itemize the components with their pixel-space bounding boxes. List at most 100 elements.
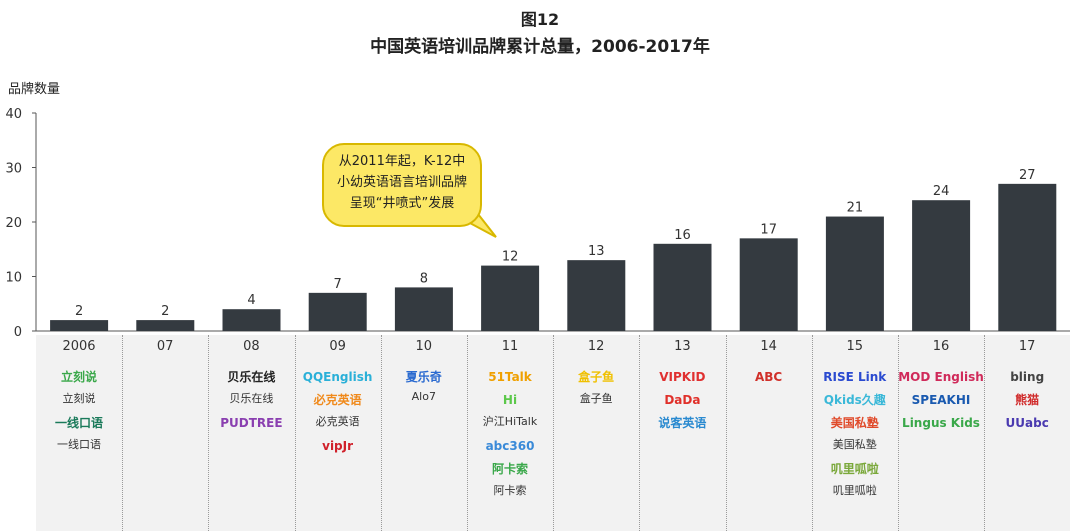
- bar: [739, 238, 798, 331]
- y-tick-label: 0: [14, 325, 22, 340]
- data-label: 2: [161, 304, 169, 319]
- brand-logo: 阿卡索: [491, 462, 528, 476]
- column-separator: [208, 335, 210, 531]
- brand-name: 阿卡索: [493, 484, 527, 497]
- brand-logo: Lingus Kids: [902, 416, 980, 430]
- data-label: 7: [334, 277, 342, 292]
- annotation-line-3: 呈现“井喷式”发展: [349, 196, 455, 211]
- bar: [653, 243, 712, 331]
- brand-logo: 贝乐在线: [227, 370, 276, 384]
- brand-logo: 一线口语: [54, 416, 103, 430]
- x-tick-label: 2006: [62, 339, 96, 354]
- x-tick-label: 11: [501, 339, 519, 354]
- brand-logo: 熊猫: [1015, 393, 1040, 407]
- bar: [912, 200, 971, 331]
- brand-logo: bling: [1010, 370, 1045, 384]
- brand-logo: RISE Link: [823, 370, 887, 384]
- column-separator: [811, 335, 814, 531]
- bar: [50, 320, 109, 331]
- brand-column: QQEnglish 必克英语 必克英语 vipJr: [295, 364, 381, 456]
- column-separator: [984, 335, 986, 531]
- bar: [567, 260, 626, 331]
- x-tick-label: 17: [1018, 339, 1036, 354]
- brand-logo: ABC: [754, 370, 783, 384]
- data-label: 27: [1019, 168, 1036, 183]
- y-tick-label: 40: [5, 107, 22, 122]
- brand-name: 立刻说: [62, 392, 96, 405]
- data-label: 13: [588, 244, 605, 259]
- brand-logo: 立刻说: [60, 370, 97, 384]
- brand-name: 贝乐在线: [229, 392, 274, 405]
- brand-name: 盒子鱼: [579, 392, 613, 405]
- data-label: 8: [420, 271, 428, 286]
- brand-column: 立刻说 立刻说 一线口语 一线口语: [36, 364, 122, 456]
- data-label: 16: [674, 228, 691, 243]
- brand-logo: 叽里呱啦: [830, 462, 879, 476]
- brand-name: 一线口语: [57, 438, 101, 451]
- annotation-line-1: 从2011年起，K-12中: [338, 154, 466, 169]
- brand-logo: UUabc: [1005, 416, 1049, 430]
- bar: [222, 309, 281, 331]
- column-separator: [639, 335, 641, 531]
- data-label: 21: [847, 201, 864, 216]
- brand-name: 叽里呱啦: [832, 484, 877, 497]
- x-tick-label: 08: [243, 339, 260, 354]
- bar: [308, 292, 367, 331]
- brand-logo: 盒子鱼: [578, 370, 615, 384]
- column-separator: [122, 335, 124, 531]
- y-axis-label: 品牌数量: [8, 82, 61, 97]
- brand-name: 美国私塾: [832, 438, 877, 451]
- x-tick-label: 14: [760, 339, 777, 354]
- chart-title: 中国英语培训品牌累计总量，2006-2017年: [370, 37, 710, 57]
- data-label: 4: [247, 293, 255, 308]
- column-separator: [898, 335, 900, 531]
- figure-number: 图12: [520, 10, 560, 29]
- y-tick-label: 30: [5, 162, 22, 177]
- brand-logo: 美国私塾: [830, 416, 879, 430]
- brand-column: 盒子鱼 盒子鱼: [553, 364, 639, 410]
- brand-logo: QQEnglish: [302, 370, 373, 384]
- x-tick-label: 09: [329, 339, 346, 354]
- column-separator: [294, 335, 297, 531]
- data-label: 12: [502, 250, 519, 265]
- brand-column: MOD English SPEAKHI Lingus Kids: [898, 364, 984, 433]
- brand-column: VIPKID DaDa 说客英语: [639, 364, 725, 433]
- brand-logo: Qkids久趣: [823, 393, 886, 407]
- brand-name: 沪江HiTalk: [482, 415, 538, 428]
- brand-logo: DaDa: [664, 393, 701, 407]
- x-tick-label: 10: [415, 339, 433, 354]
- brand-column: RISE Link Qkids久趣 美国私塾 美国私塾 叽里呱啦 叽里呱啦: [812, 364, 898, 502]
- annotation-line-2: 小幼英语语言培训品牌: [336, 175, 467, 190]
- brand-logo: 必克英语: [313, 393, 362, 407]
- data-label: 24: [933, 184, 950, 199]
- brand-column: 51Talk Hi 沪江HiTalk abc360 阿卡索 阿卡索: [467, 364, 553, 502]
- x-tick-label: 15: [846, 339, 864, 354]
- bar: [481, 265, 540, 331]
- brand-logo: VIPKID: [659, 370, 706, 384]
- column-separator: [467, 335, 469, 531]
- bar: [998, 183, 1057, 331]
- y-tick-label: 20: [5, 216, 22, 231]
- brand-logo: MOD English: [898, 370, 984, 384]
- x-tick-label: 13: [674, 339, 691, 354]
- data-label: 2: [75, 304, 83, 319]
- brand-column: bling 熊猫 UUabc: [984, 364, 1070, 433]
- column-separator: [553, 335, 555, 531]
- brand-logo: vipJr: [322, 439, 354, 453]
- y-tick-label: 10: [5, 271, 22, 286]
- brand-column: ABC: [726, 364, 812, 387]
- x-tick-label: 07: [156, 339, 174, 354]
- brand-column: 贝乐在线 贝乐在线 PUDTREE: [208, 364, 294, 433]
- brand-logo: Hi: [502, 393, 518, 407]
- brand-logo: 说客英语: [658, 416, 707, 430]
- brand-table-background: [36, 335, 1070, 531]
- brand-logo: abc360: [485, 439, 535, 453]
- brand-column: 夏乐奇 Alo7: [381, 364, 467, 407]
- bar: [394, 287, 453, 331]
- brand-logo: PUDTREE: [220, 416, 283, 430]
- brand-logo: SPEAKHI: [911, 393, 971, 407]
- brand-logo: 夏乐奇: [405, 370, 442, 384]
- brand-name: 必克英语: [315, 415, 360, 428]
- brand-name: Alo7: [411, 390, 436, 403]
